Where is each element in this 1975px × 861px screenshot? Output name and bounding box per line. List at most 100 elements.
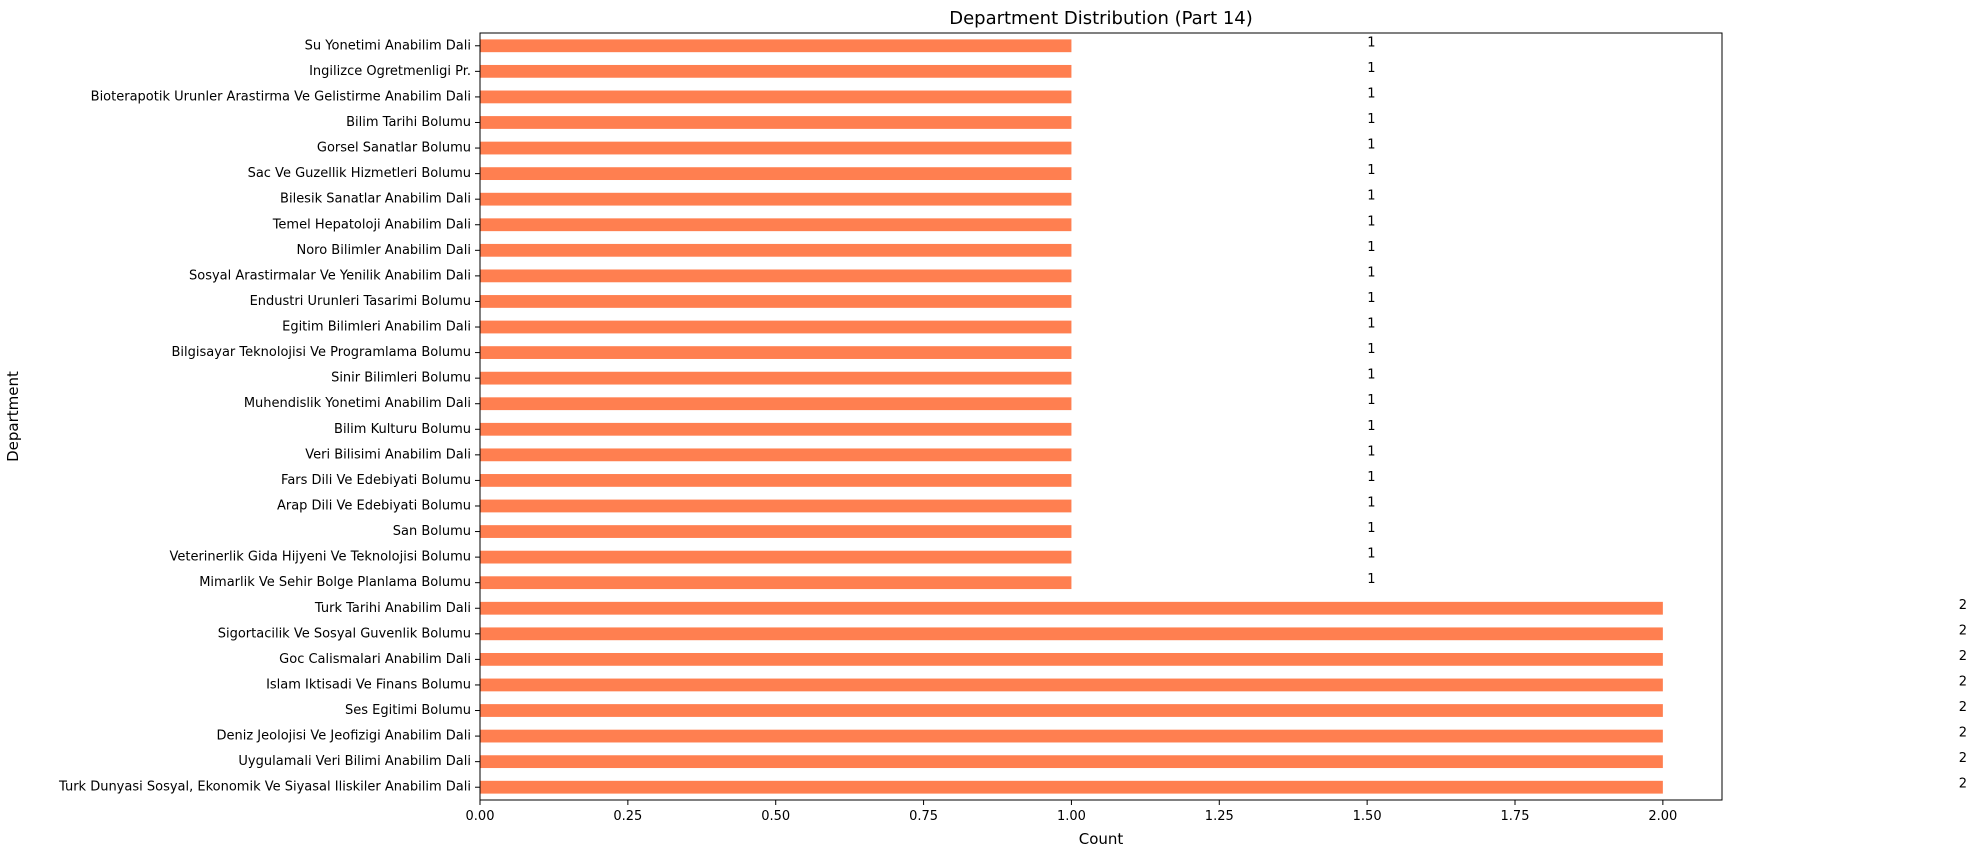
bar	[480, 627, 1663, 641]
x-tick-label: 0.25	[613, 809, 642, 824]
data-label: 1	[1367, 572, 1375, 587]
data-label: 1	[1367, 61, 1375, 76]
x-tick-label: 2.00	[1648, 809, 1677, 824]
y-axis-label: Department	[4, 371, 22, 462]
bar	[480, 397, 1072, 411]
y-tick-label: Gorsel Sanatlar Bolumu	[317, 141, 471, 156]
y-tick-label: Su Yonetimi Anabilim Dali	[305, 38, 471, 53]
y-tick-label: Noro Bilimler Anabilim Dali	[296, 243, 471, 258]
y-tick-labels: Su Yonetimi Anabilim Dali Ingilizce Ogret…	[58, 38, 471, 794]
y-tick-label: Islam Iktisadi Ve Finans Bolumu	[266, 677, 471, 692]
bar	[480, 269, 1072, 283]
x-tick-label: 0.50	[761, 809, 790, 824]
y-tick-label: Goc Calismalari Anabilim Dali	[279, 652, 471, 667]
bar	[480, 295, 1072, 308]
x-tick-label: 1.75	[1501, 809, 1530, 824]
data-label: 1	[1367, 342, 1375, 357]
data-label: 2	[1959, 649, 1967, 664]
y-tick-label: Temel Hepatoloji Anabilim Dali	[272, 217, 471, 232]
bar	[480, 474, 1072, 487]
data-label: 1	[1367, 521, 1375, 536]
y-tick-label: San Bolumu	[393, 524, 471, 539]
bar	[480, 243, 1072, 257]
data-label: 1	[1367, 291, 1375, 306]
y-tick-label: Bilim Kulturu Bolumu	[334, 422, 471, 437]
y-tick-label: Bilim Tarihi Bolumu	[346, 115, 471, 130]
bar	[480, 729, 1663, 743]
bar	[480, 652, 1663, 666]
data-label: 1	[1367, 189, 1375, 204]
bar	[480, 192, 1072, 206]
y-tick-label: Sosyal Arastirmalar Ve Yenilik Anabilim …	[189, 268, 471, 283]
data-label: 1	[1367, 317, 1375, 332]
data-label: 2	[1959, 777, 1967, 792]
data-label: 1	[1367, 138, 1375, 153]
bar	[480, 64, 1072, 78]
x-tick-label: 0.00	[466, 809, 495, 824]
bar	[480, 601, 1663, 615]
y-tick-label: Ingilizce Ogretmenligi Pr.	[309, 64, 471, 79]
x-axis-label: Count	[1079, 830, 1124, 848]
data-label: 2	[1959, 726, 1967, 741]
y-tick-label: Sac Ve Guzellik Hizmetleri Bolumu	[248, 166, 471, 181]
data-label: 1	[1367, 547, 1375, 562]
bar	[480, 116, 1072, 129]
x-tick-label: 1.25	[1205, 809, 1234, 824]
y-tick-label: Turk Dunyasi Sosyal, Ekonomik Ve Siyasal…	[58, 780, 471, 795]
x-tick-label: 0.75	[909, 809, 938, 824]
data-label: 1	[1367, 265, 1375, 280]
bar	[480, 371, 1072, 385]
chart-title: Department Distribution (Part 14)	[949, 8, 1253, 29]
y-tick-label: Sigortacilik Ve Sosyal Guvenlik Bolumu	[218, 626, 471, 641]
data-labels: 1 1 1 1 1 1 1 1 1 1 1 1 1 1 1 1 1 1 1 1 1 1 2 2 2 2 2 2 2 2	[1367, 35, 1967, 791]
x-tick-label: 1.00	[1057, 809, 1086, 824]
data-label: 2	[1959, 598, 1967, 613]
y-tick-label: Egitim Bilimleri Anabilim Dali	[282, 320, 471, 335]
data-label: 1	[1367, 470, 1375, 485]
bar	[480, 422, 1072, 436]
y-tick-label: Arap Dili Ve Edebiyati Bolumu	[277, 498, 471, 513]
bar	[480, 448, 1072, 462]
bar	[480, 320, 1072, 334]
data-label: 1	[1367, 86, 1375, 101]
bar	[480, 167, 1072, 181]
data-label: 1	[1367, 214, 1375, 229]
bar	[480, 525, 1072, 538]
bar	[480, 39, 1072, 53]
bar	[480, 218, 1072, 232]
bar	[480, 550, 1072, 564]
y-tick-label: Bilgisayar Teknolojisi Ve Programlama Bo…	[172, 345, 471, 360]
y-tick-label: Endustri Urunleri Tasarimi Bolumu	[250, 294, 471, 309]
y-tick-label: Sinir Bilimleri Bolumu	[331, 371, 471, 386]
y-tick-label: Veterinerlik Gida Hijyeni Ve Teknolojisi…	[169, 550, 471, 565]
data-label: 1	[1367, 419, 1375, 434]
y-tick-label: Mimarlik Ve Sehir Bolge Planlama Bolumu	[199, 575, 471, 590]
data-label: 1	[1367, 35, 1375, 50]
y-tick-label: Ses Egitimi Bolumu	[345, 703, 471, 718]
data-label: 2	[1959, 700, 1967, 715]
bar	[480, 499, 1072, 513]
y-tick-label: Bilesik Sanatlar Anabilim Dali	[280, 192, 471, 207]
bar	[480, 90, 1072, 104]
plot-frame	[479, 32, 1723, 801]
y-tick-label: Deniz Jeolojisi Ve Jeofizigi Anabilim Da…	[216, 729, 471, 744]
x-ticks: 0.00 0.25 0.50 0.75 1.00 1.25 1.50 1.75 2.00	[466, 800, 1677, 824]
y-tick-label: Muhendislik Yonetimi Anabilim Dali	[244, 396, 471, 411]
bar	[480, 678, 1663, 692]
bars-group	[480, 39, 1663, 794]
data-label: 1	[1367, 163, 1375, 178]
y-tick-label: Bioterapotik Urunler Arastirma Ve Gelist…	[91, 89, 471, 104]
bar	[480, 141, 1072, 155]
data-label: 1	[1367, 444, 1375, 459]
data-label: 1	[1367, 495, 1375, 510]
y-tick-label: Uygulamali Veri Bilimi Anabilim Dali	[238, 754, 471, 769]
data-label: 1	[1367, 112, 1375, 127]
data-label: 1	[1367, 368, 1375, 383]
bar	[480, 755, 1663, 769]
bar	[480, 346, 1072, 359]
data-label: 2	[1959, 751, 1967, 766]
y-tick-marks	[475, 45, 480, 788]
data-label: 1	[1367, 393, 1375, 408]
